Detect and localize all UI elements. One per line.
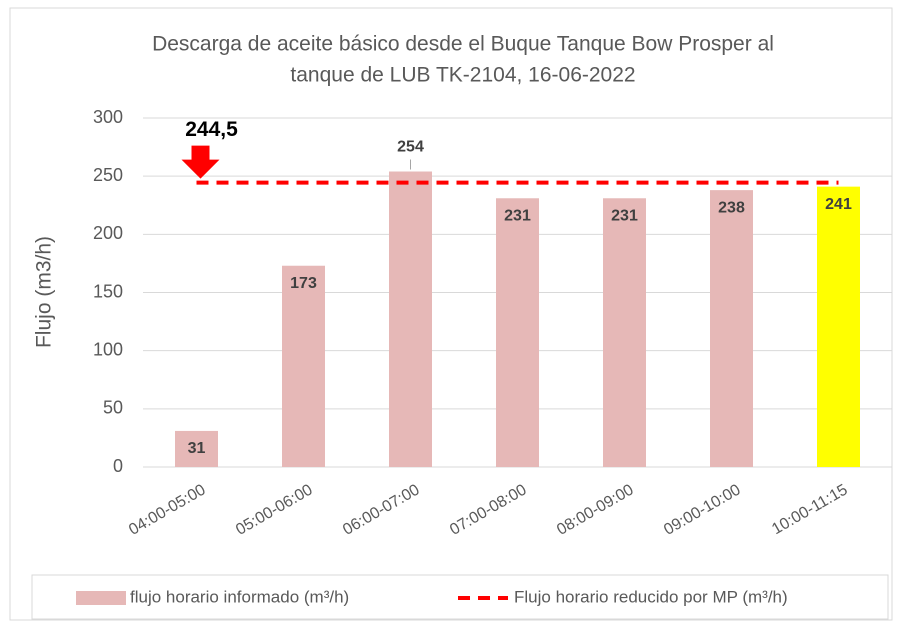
y-axis-label: Flujo (m3/h) <box>33 236 56 348</box>
y-tick-label: 0 <box>113 456 123 476</box>
bar <box>175 430 218 467</box>
data-label: 254 <box>397 139 424 156</box>
data-label: 231 <box>611 207 638 224</box>
data-label: 238 <box>718 199 745 216</box>
legend-label: Flujo horario reducido por MP (m³/h) <box>514 587 788 606</box>
reference-label: 244,5 <box>185 118 238 141</box>
data-label: 241 <box>825 196 852 213</box>
y-tick-label: 200 <box>93 223 123 243</box>
legend-label: flujo horario informado (m³/h) <box>130 587 349 606</box>
bar <box>282 265 325 467</box>
bar <box>817 186 860 468</box>
chart-title: Descarga de aceite básico desde el Buque… <box>152 33 774 56</box>
data-label: 173 <box>290 275 317 292</box>
bar <box>603 198 646 467</box>
data-label: 231 <box>504 207 531 224</box>
y-tick-label: 300 <box>93 107 123 127</box>
y-tick-label: 250 <box>93 165 123 185</box>
y-tick-label: 50 <box>103 398 123 418</box>
arrow <box>181 145 220 179</box>
data-label: 31 <box>188 440 206 457</box>
chart-title: tanque de LUB TK-2104, 16-06-2022 <box>290 64 635 87</box>
y-tick-label: 100 <box>93 339 123 359</box>
bar <box>389 171 432 467</box>
y-tick-label: 150 <box>93 281 123 301</box>
bar <box>496 198 539 467</box>
legend-swatch <box>76 591 126 605</box>
bar <box>710 190 753 468</box>
